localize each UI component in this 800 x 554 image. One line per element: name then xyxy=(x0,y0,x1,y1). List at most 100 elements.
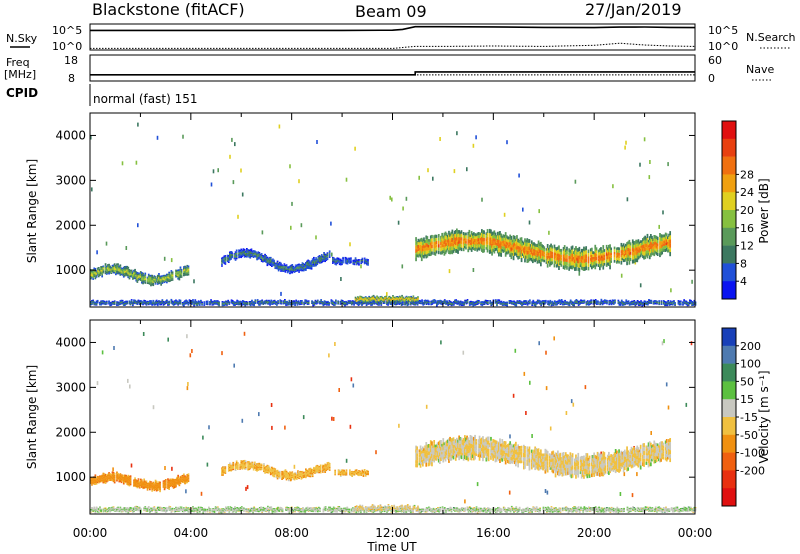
echo-cell-3 xyxy=(492,231,495,235)
echo-cell-3 xyxy=(651,245,653,249)
echo-cell-3 xyxy=(576,254,579,258)
echo-cell-3 xyxy=(662,246,665,250)
echo-cell-3 xyxy=(462,244,465,248)
echo-cell-4 xyxy=(212,303,215,305)
echo-cell-0 xyxy=(108,272,110,275)
echo-cell-1 xyxy=(260,256,263,258)
echo-cell-4 xyxy=(332,303,335,305)
echo-cell-4 xyxy=(296,302,299,304)
echo-cell-4 xyxy=(387,304,389,306)
echo-cell-3 xyxy=(629,248,632,252)
echo-cell-4 xyxy=(360,300,362,302)
echo-cell-3 xyxy=(638,241,641,245)
echo-cell-2 xyxy=(336,261,339,263)
echo-cell-4 xyxy=(136,302,139,304)
echo-cell-1 xyxy=(224,258,227,260)
echo-cell-3 xyxy=(446,245,449,248)
echo-cell-4 xyxy=(103,303,106,305)
echo-cell-4 xyxy=(419,299,421,301)
echo-cell-1 xyxy=(267,261,270,263)
echo-cell-0 xyxy=(170,275,173,278)
echo-cell-1 xyxy=(325,254,328,257)
echo-cell-3 xyxy=(654,244,657,248)
echo-cell-0 xyxy=(138,273,141,275)
echo-cell-3 xyxy=(513,249,516,253)
echo-cell-3 xyxy=(429,242,432,246)
echo-cell-3 xyxy=(431,241,433,245)
echo-cell-3 xyxy=(493,238,496,242)
echo-cell-4 xyxy=(128,300,131,302)
echo-cell-3 xyxy=(597,249,600,253)
echo-cell-4 xyxy=(248,303,251,305)
echo-cell-3 xyxy=(609,252,611,257)
echo-cell-4 xyxy=(474,302,477,303)
echo-cell-4 xyxy=(113,300,116,302)
echo-cell-2 xyxy=(349,260,351,262)
echo-cell-4 xyxy=(518,302,521,304)
echo-cell-4 xyxy=(379,302,382,304)
echo-cell-4 xyxy=(424,302,427,304)
echo-cell-0 xyxy=(134,268,136,271)
echo-cell-3 xyxy=(566,250,568,255)
echo-cell-1 xyxy=(296,264,298,266)
echo-cell-1 xyxy=(265,255,268,257)
echo-cell-3 xyxy=(652,246,655,250)
echo-cell-4 xyxy=(389,302,392,304)
echo-cell-4 xyxy=(449,301,452,303)
echo-cell-3 xyxy=(475,239,478,242)
echo-cell-4 xyxy=(252,302,254,304)
echo-cell-3 xyxy=(456,232,458,237)
echo-cell-3 xyxy=(542,250,544,254)
echo-cell-0 xyxy=(117,267,119,269)
echo-cell-4 xyxy=(413,304,416,306)
echo-cell-4 xyxy=(162,303,165,305)
echo-cell-3 xyxy=(446,240,449,243)
echo-cell-2 xyxy=(360,259,363,261)
echo-cell-3 xyxy=(481,248,483,252)
echo-cell-3 xyxy=(589,248,592,252)
echo-cell-1 xyxy=(324,259,327,261)
echo-cell-3 xyxy=(420,257,423,262)
echo-cell-4 xyxy=(433,301,436,303)
echo-cell-0 xyxy=(102,265,105,267)
echo-cell-4 xyxy=(244,304,247,306)
echo-cell-3 xyxy=(589,257,592,261)
echo-cell-3 xyxy=(511,250,514,253)
echo-cell-4 xyxy=(538,302,540,304)
echo-cell-3 xyxy=(446,237,449,240)
echo-cell-4 xyxy=(271,302,274,304)
echo-cell-4 xyxy=(532,299,535,301)
echo-cell-4 xyxy=(578,303,581,305)
echo-cell-1 xyxy=(226,258,229,260)
echo-cell-3 xyxy=(435,244,438,248)
echo-cell-4 xyxy=(425,302,428,304)
echo-cell-4 xyxy=(414,302,417,304)
echo-cell-4 xyxy=(425,304,428,305)
echo-cell-4 xyxy=(548,302,551,304)
echo-cell-4 xyxy=(349,303,352,304)
echo-cell-1 xyxy=(268,261,271,263)
echo-cell-3 xyxy=(616,250,618,253)
echo-cell-4 xyxy=(91,300,93,302)
echo-cell-4 xyxy=(583,300,586,302)
echo-cell-4 xyxy=(357,301,360,303)
echo-cell-0 xyxy=(136,277,139,280)
echo-cell-0 xyxy=(176,275,178,277)
echo-cell-3 xyxy=(423,251,425,255)
echo-cell-1 xyxy=(261,258,264,260)
echo-cell-4 xyxy=(193,302,195,304)
echo-cell-4 xyxy=(539,300,541,302)
echo-cell-0 xyxy=(100,266,102,268)
echo-cell-4 xyxy=(173,300,176,302)
echo-cell-4 xyxy=(294,301,296,303)
echo-cell-4 xyxy=(155,301,158,303)
echo-cell-2 xyxy=(363,257,366,259)
echo-cell-4 xyxy=(332,302,335,304)
echo-cell-4 xyxy=(523,301,526,303)
echo-cell-2 xyxy=(338,260,341,262)
echo-cell-1 xyxy=(313,256,315,259)
echo-cell-4 xyxy=(365,303,368,305)
echo-cell-4 xyxy=(357,302,360,304)
echo-cell-3 xyxy=(645,250,648,254)
echo-cell-4 xyxy=(514,301,517,303)
